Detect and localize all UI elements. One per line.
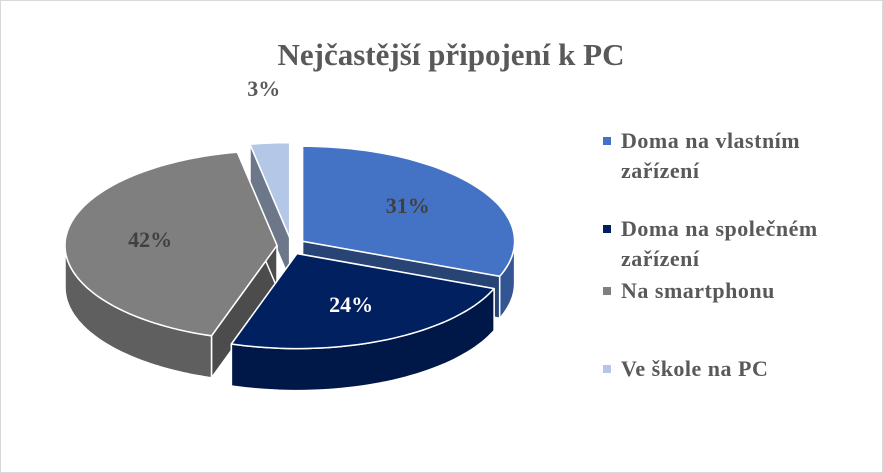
legend-item: Doma na vlastním zařízení	[601, 126, 876, 186]
legend-item: Doma na společném zařízení	[601, 214, 876, 274]
legend-label: Doma na společném zařízení	[621, 216, 818, 271]
data-label: 24%	[329, 292, 373, 317]
legend-label: Ve škole na PC	[621, 356, 769, 381]
legend-label: Na smartphonu	[621, 278, 775, 303]
slice	[230, 252, 495, 350]
slice	[64, 151, 278, 337]
slice	[249, 141, 291, 239]
data-label: 31%	[386, 193, 430, 218]
data-label: 3%	[247, 76, 280, 101]
chart-title: Nejčastější připojení k PC	[278, 37, 625, 72]
data-label: 42%	[128, 227, 172, 252]
pie-tops	[64, 141, 516, 350]
legend-item: Ve škole na PC	[601, 354, 768, 384]
legend-item: Na smartphonu	[601, 276, 775, 306]
legend-label: Doma na vlastním zařízení	[621, 128, 801, 183]
legend-swatch	[603, 225, 611, 233]
pie-labels: 3% 31% 42% 24%	[128, 76, 430, 317]
legend-swatch	[603, 365, 611, 373]
legend-swatch	[603, 287, 611, 295]
slice	[301, 145, 516, 278]
legend-swatch	[603, 137, 611, 145]
